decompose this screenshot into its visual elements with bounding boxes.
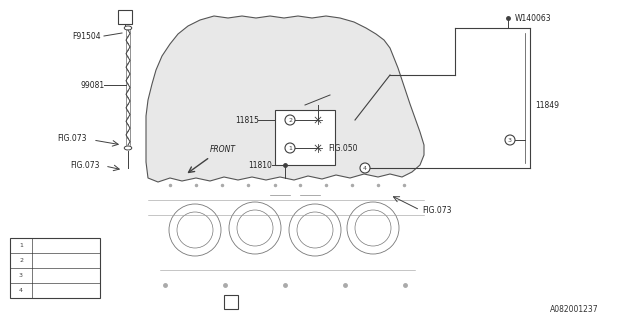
Bar <box>224 295 238 309</box>
Bar <box>118 10 132 24</box>
Text: 0923S*B: 0923S*B <box>35 256 68 265</box>
Text: W140063: W140063 <box>515 13 552 22</box>
Text: 2: 2 <box>19 258 23 263</box>
Circle shape <box>17 241 26 250</box>
Text: A082001237: A082001237 <box>550 306 598 315</box>
Text: 3: 3 <box>508 138 512 142</box>
Text: 2: 2 <box>288 117 292 123</box>
Circle shape <box>285 143 295 153</box>
Text: F91504: F91504 <box>72 31 100 41</box>
Text: 4: 4 <box>363 165 367 171</box>
Text: 99081: 99081 <box>80 81 104 90</box>
Text: 4: 4 <box>19 288 23 293</box>
Text: FIG.073: FIG.073 <box>70 161 99 170</box>
Circle shape <box>285 115 295 125</box>
Text: 11849: 11849 <box>535 100 559 109</box>
Text: FIG.073: FIG.073 <box>422 205 451 214</box>
Polygon shape <box>146 16 424 182</box>
Bar <box>10 238 100 298</box>
Circle shape <box>17 286 26 295</box>
Text: 3: 3 <box>19 273 23 278</box>
Text: A: A <box>228 298 234 307</box>
Text: FIG.050: FIG.050 <box>328 143 358 153</box>
Bar <box>275 110 335 165</box>
Circle shape <box>17 256 26 265</box>
Text: 0923S*A: 0923S*A <box>35 271 68 280</box>
Text: FRONT: FRONT <box>210 145 236 154</box>
Text: FIG.073: FIG.073 <box>57 133 86 142</box>
Text: 1: 1 <box>288 146 292 150</box>
Circle shape <box>360 163 370 173</box>
Text: 11815: 11815 <box>235 116 259 124</box>
Text: A: A <box>122 12 128 21</box>
Text: 1: 1 <box>19 243 23 248</box>
Text: 11810: 11810 <box>248 161 272 170</box>
Circle shape <box>505 135 515 145</box>
Circle shape <box>17 271 26 280</box>
Text: F91418: F91418 <box>35 241 63 250</box>
Text: F91801: F91801 <box>35 286 63 295</box>
